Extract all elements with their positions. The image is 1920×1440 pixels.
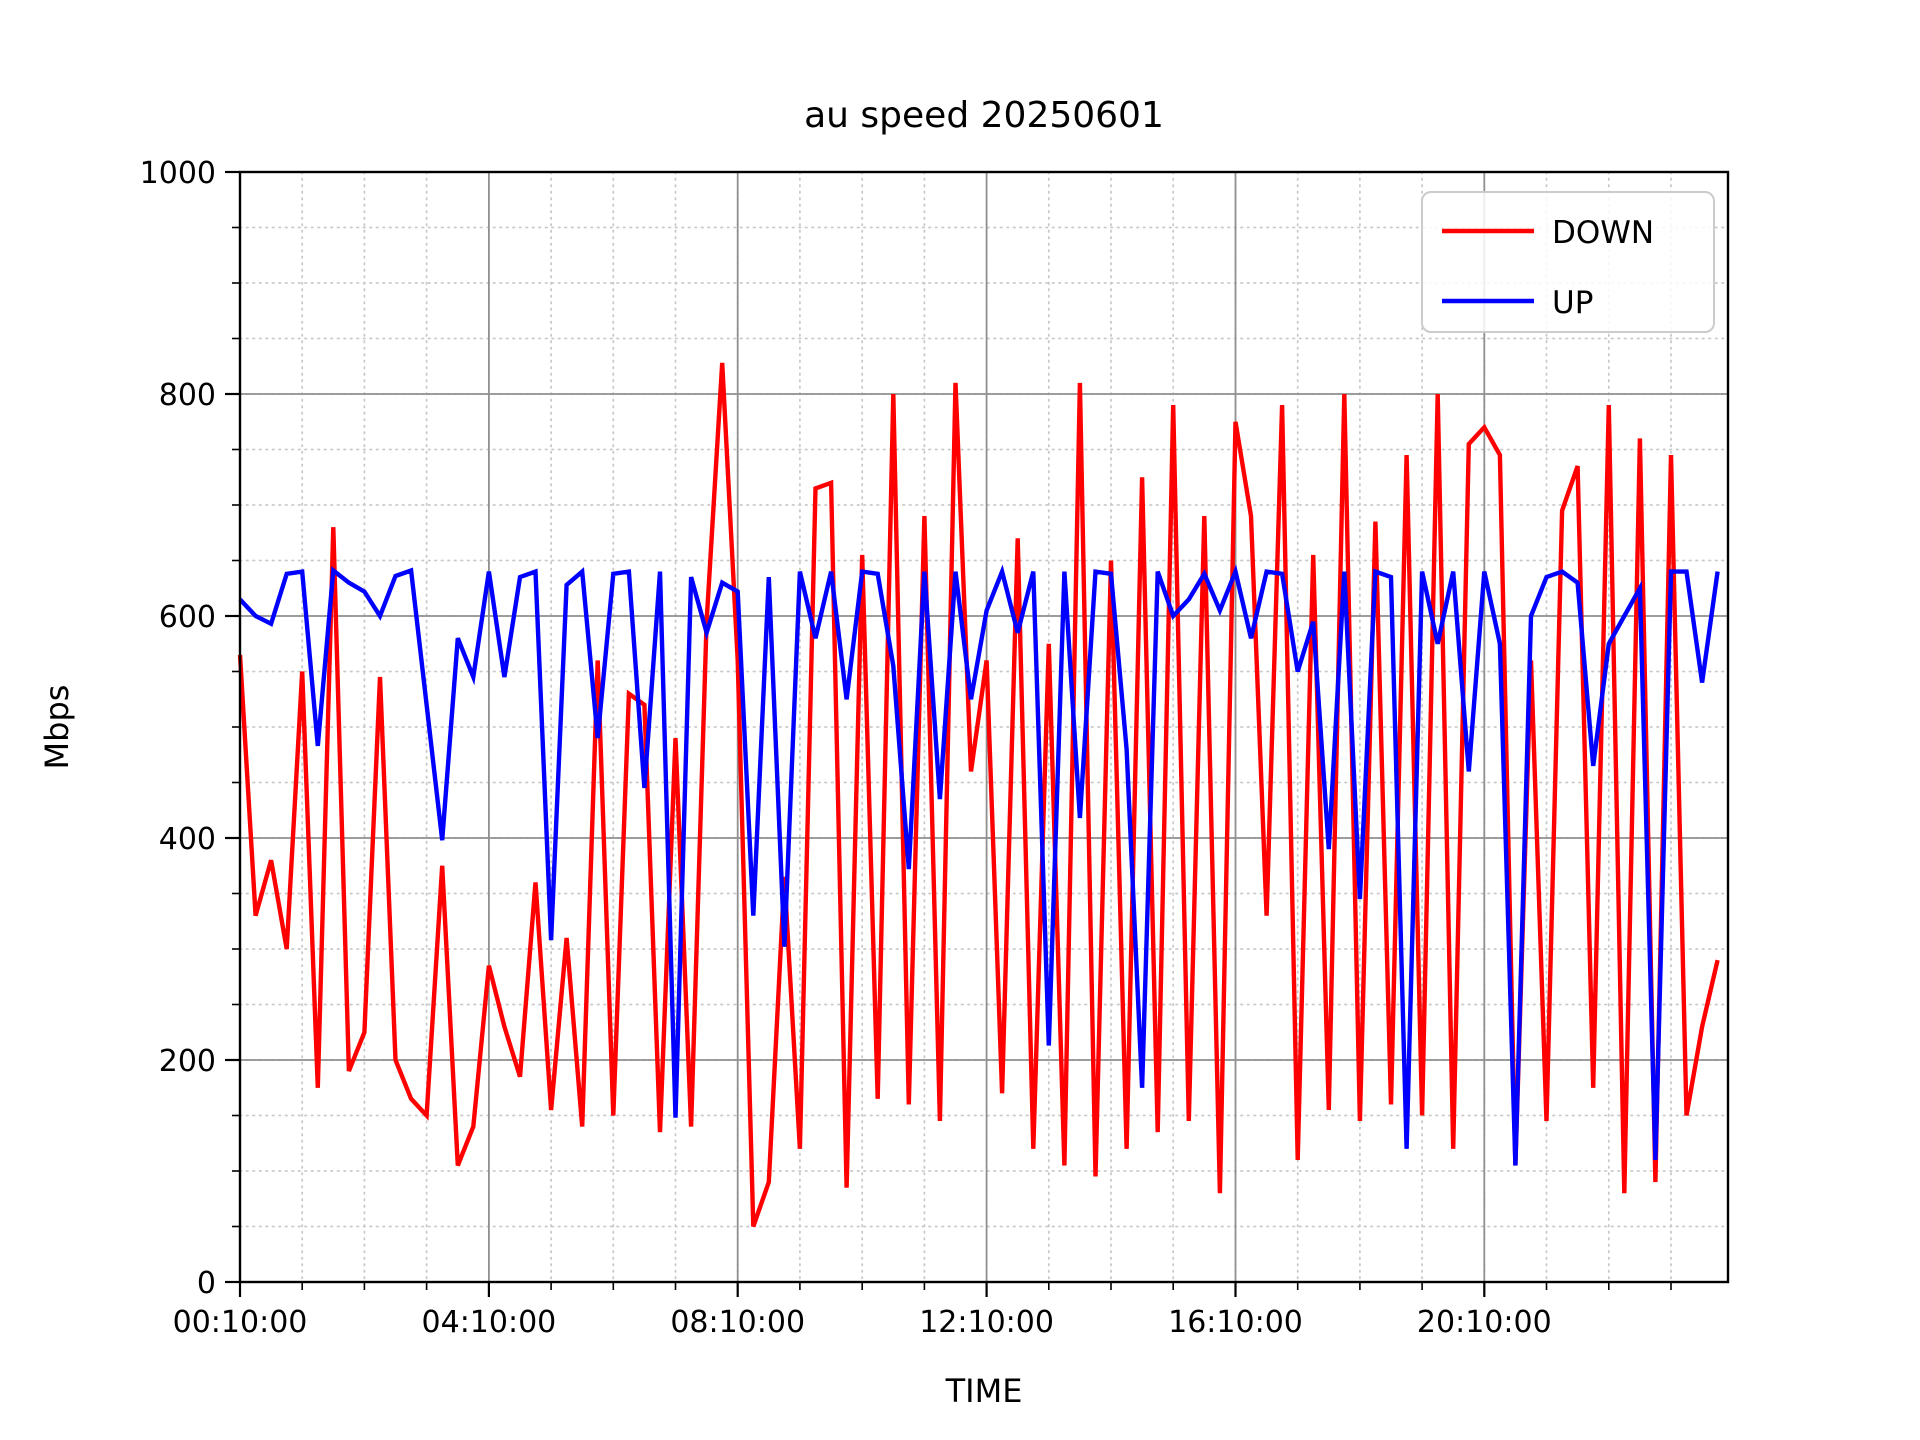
- series-down: [237, 362, 1720, 1228]
- svg-text:0: 0: [197, 1266, 216, 1301]
- svg-text:400: 400: [159, 822, 216, 857]
- svg-text:20:10:00: 20:10:00: [1417, 1305, 1552, 1340]
- y-axis-label: Mbps: [38, 685, 76, 770]
- svg-text:16:10:00: 16:10:00: [1168, 1305, 1303, 1340]
- svg-text:600: 600: [159, 600, 216, 635]
- svg-text:12:10:00: 12:10:00: [919, 1305, 1054, 1340]
- series-up: [238, 564, 1720, 1166]
- axis-tick-labels: 00:10:00 04:10:00 08:10:00 12:10:00 16:10:00…: [140, 156, 1552, 1340]
- svg-text:00:10:00: 00:10:00: [173, 1305, 308, 1340]
- chart-title: au speed 20250601: [804, 95, 1164, 136]
- legend-label-down: DOWN: [1552, 215, 1654, 251]
- svg-text:08:10:00: 08:10:00: [670, 1305, 805, 1340]
- legend-label-up: UP: [1552, 285, 1593, 321]
- svg-text:800: 800: [159, 378, 216, 413]
- svg-text:1000: 1000: [140, 156, 216, 191]
- data-series-lines: [237, 362, 1720, 1228]
- svg-text:200: 200: [159, 1044, 216, 1079]
- svg-text:04:10:00: 04:10:00: [422, 1305, 557, 1340]
- legend-box: [1421, 191, 1715, 333]
- x-axis-label: TIME: [945, 1372, 1023, 1410]
- legend: DOWN UP: [1421, 191, 1715, 333]
- axis-ticks: [225, 170, 1672, 1297]
